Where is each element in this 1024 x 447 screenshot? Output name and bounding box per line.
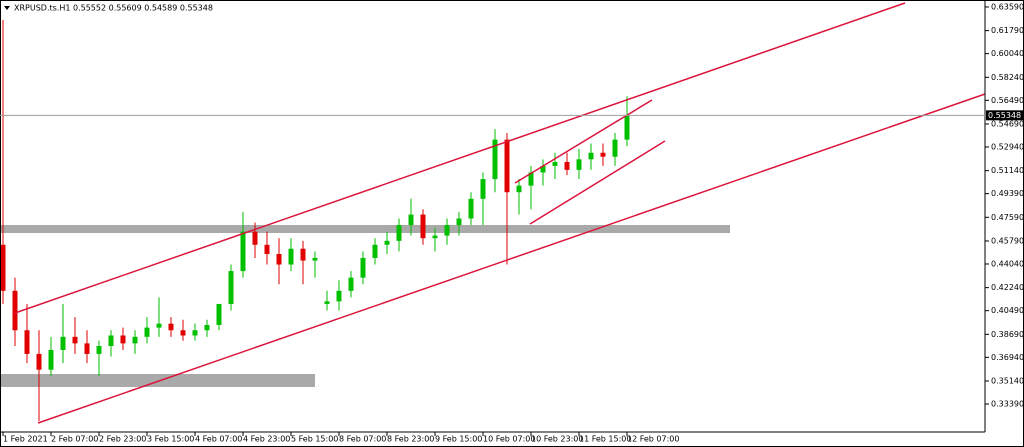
candle-body [288,248,294,265]
candle-body [276,253,282,265]
channel-lower [37,93,986,424]
y-tick-label: 0.36940 [991,353,1024,362]
candle-body [168,323,174,331]
x-tick-label: 1 Feb 2021 [3,435,48,444]
y-tick-label: 0.45790 [991,236,1024,245]
x-tick-label: 8 Feb 23:00 [387,435,434,444]
support-zone [1,374,315,387]
candle-body [252,231,258,245]
candle-body [216,303,222,325]
y-tick-label: 0.54690 [991,119,1024,128]
candle-body [180,330,186,336]
x-tick-label: 10 Feb 07:00 [483,435,535,444]
x-tick-label: 2 Feb 07:00 [51,435,98,444]
candle-body [576,159,582,170]
candle-body [240,231,246,272]
candle-body [144,327,150,337]
y-tick-label: 0.61790 [991,26,1024,35]
candle-body [396,225,402,241]
candle-body [324,301,330,304]
candle-body [624,115,630,140]
wedge-lower [529,140,666,225]
candle-body [312,257,318,261]
candle-body [264,244,270,254]
candle-body [48,349,54,370]
candle-body [588,152,594,160]
candle-body [60,336,66,350]
y-tick-label: 0.47590 [991,213,1024,222]
y-tick-label: 0.58240 [991,73,1024,82]
candle-body [156,323,162,328]
x-tick-label: 4 Feb 23:00 [243,435,290,444]
y-tick-label: 0.49390 [991,189,1024,198]
y-tick-label: 0.42240 [991,283,1024,292]
candle-body [300,248,306,261]
candle-body [24,330,30,354]
candle-body [36,353,42,370]
candle-body [468,198,474,219]
candle-body [228,271,234,304]
candle-body [408,214,414,226]
y-tick-label: 0.56490 [991,96,1024,105]
x-tick-label: 10 Feb 23:00 [531,435,583,444]
plot-area [0,19,630,421]
candle-body [444,225,450,236]
x-tick-label: 2 Feb 23:00 [99,435,146,444]
candle-body [564,161,570,170]
candle-body [456,218,462,226]
candle-body [192,330,198,336]
candle-body [84,343,90,354]
x-tick-label: 8 Feb 07:00 [339,435,386,444]
candle-body [384,240,390,245]
candle-body [96,346,102,354]
candle-body [540,165,546,173]
y-tick-label: 0.40490 [991,306,1024,315]
x-tick-label: 12 Feb 07:00 [627,435,679,444]
candle-body [336,290,342,302]
y-tick-label: 0.51140 [991,166,1024,175]
resistance-zone [1,225,730,233]
channel-upper [14,2,906,314]
candle-body [612,139,618,157]
candle-body [0,244,6,291]
x-tick-label: 3 Feb 15:00 [147,435,194,444]
trend-lines [14,2,986,424]
candle-body [504,139,510,193]
y-tick-label: 0.35140 [991,376,1024,385]
chart-title: XRPUSD.ts.H1 0.55552 0.55609 0.54589 0.5… [14,4,213,13]
candle-body [72,336,78,344]
x-tick-label: 4 Feb 07:00 [195,435,242,444]
candle-body [432,235,438,239]
candle-body [516,185,522,193]
menu-arrow[interactable] [4,6,10,10]
y-tick-label: 0.38690 [991,330,1024,339]
candle-body [360,257,366,278]
candle-body [348,277,354,291]
candle-body [600,152,606,157]
wedge-upper [514,99,653,184]
y-tick-label: 0.33390 [991,399,1024,408]
candle-body [204,324,210,331]
candle-body [12,290,18,331]
candle-body [528,172,534,186]
candle-body [492,139,498,180]
x-tick-label: 11 Feb 15:00 [579,435,631,444]
current-price-badge [986,110,1023,121]
y-tick-label: 0.60040 [991,49,1024,58]
y-tick-label: 0.52940 [991,142,1024,151]
x-tick-label: 9 Feb 15:00 [435,435,482,444]
candle-body [108,335,114,347]
candle-body [420,214,426,239]
candle-body [132,336,138,344]
y-tick-label: 0.63590 [991,2,1024,11]
y-tick-label: 0.44040 [991,259,1024,268]
x-tick-label: 5 Feb 15:00 [291,435,338,444]
candle-body [480,179,486,199]
candle-body [552,161,558,166]
candle-body [372,244,378,258]
current-price-label: 0.55348 [988,111,1021,120]
candle-body [120,335,126,344]
